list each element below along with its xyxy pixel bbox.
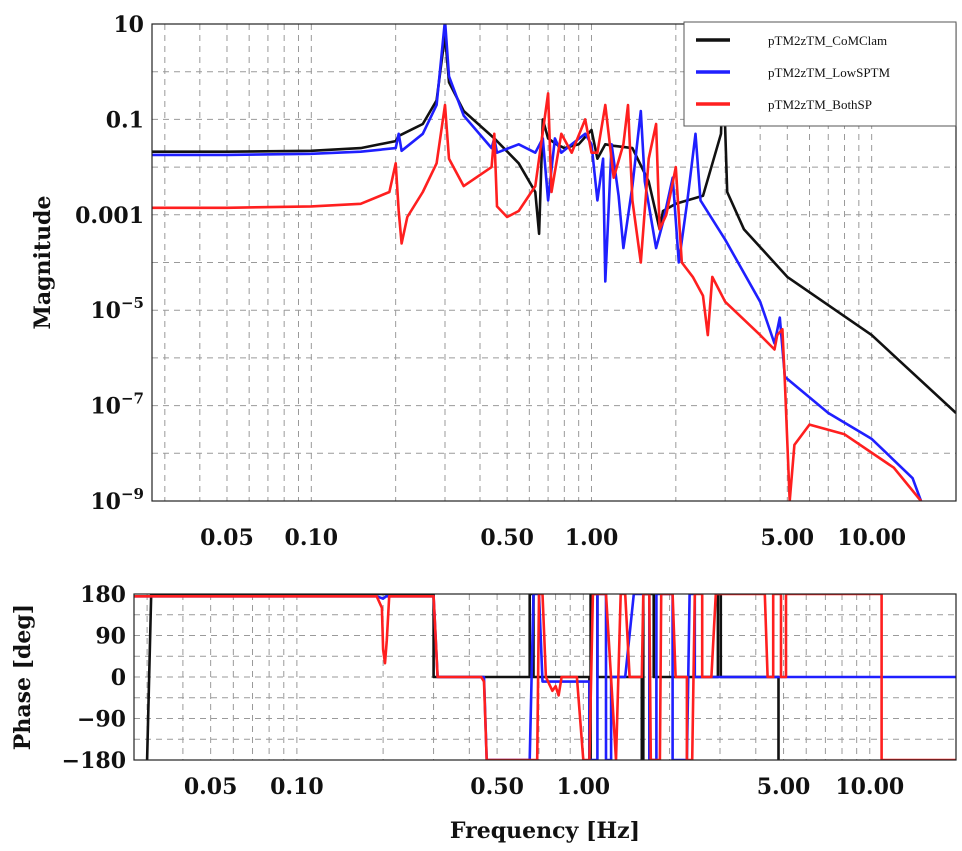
mag-y-tick-base: 10 [90,489,121,515]
mag-y-tick-exp: −5 [121,294,144,312]
mag-y-tick-label: 0.1 [106,107,144,133]
mag-y-tick-label: 10 [113,12,144,38]
mag-y-tick-exp: −9 [121,485,144,503]
phase-x-tick-label: 10.00 [835,774,904,800]
phase-frame [133,593,957,761]
mag-y-tick-label: 10−9 [90,485,144,515]
mag-series-line-1 [152,24,923,501]
phase-y-tick-label: 180 [80,582,126,608]
mag-series-line-0 [152,33,956,414]
mag-x-tick-label: 5.00 [761,525,815,551]
legend-label-0: pTM2zTM_CoMClam [768,33,887,48]
mag-legend: pTM2zTM_CoMClam pTM2zTM_LowSPTM pTM2zTM_Bo… [683,21,957,127]
mag-series-line-2 [152,92,923,501]
phase-series-line-2 [134,594,956,760]
legend-label-2: pTM2zTM_BothSP [768,97,872,112]
mag-x-tick-label: 10.00 [837,525,906,551]
phase-x-tick-label: 1.00 [557,774,611,800]
phase-panel: 0.05 0.10 0.50 1.00 5.00 10.00 180 90 0 −90 −180 Ph… [10,582,957,844]
phase-x-tick-label: 0.05 [184,774,238,800]
phase-x-tick-label: 0.10 [270,774,324,800]
mag-y-tick-exp: −7 [121,390,144,408]
phase-y-tick-label: 0 [111,665,126,691]
legend-label-1: pTM2zTM_LowSPTM [768,65,891,80]
mag-x-tick-label: 1.00 [565,525,619,551]
mag-x-tick-label: 0.05 [200,525,254,551]
mag-y-tick-base: 10 [90,394,121,420]
phase-y-axis-title: Phase [deg] [10,604,36,750]
mag-series-group [152,24,956,501]
phase-series-group [134,594,956,760]
mag-y-tick-label: 0.001 [75,203,144,229]
phase-x-tick-label: 0.50 [470,774,524,800]
mag-y-tick-label: 10−5 [90,294,144,324]
phase-x-tick-label: 5.00 [757,774,811,800]
phase-x-axis-title: Frequency [Hz] [450,818,640,844]
phase-y-tick-label: −180 [62,748,126,774]
mag-y-tick-label: 10−7 [90,390,144,420]
phase-y-tick-label: −90 [77,707,126,733]
magnitude-panel: 0.05 0.10 0.50 1.00 5.00 10.00100.10.00110−51… [30,12,957,551]
mag-y-axis-title: Magnitude [30,196,56,330]
mag-y-tick-base: 10 [90,298,121,324]
mag-frame [151,23,957,502]
phase-y-tick-label: 90 [95,624,126,650]
mag-x-tick-label: 0.50 [480,525,534,551]
mag-x-tick-label: 0.10 [285,525,339,551]
